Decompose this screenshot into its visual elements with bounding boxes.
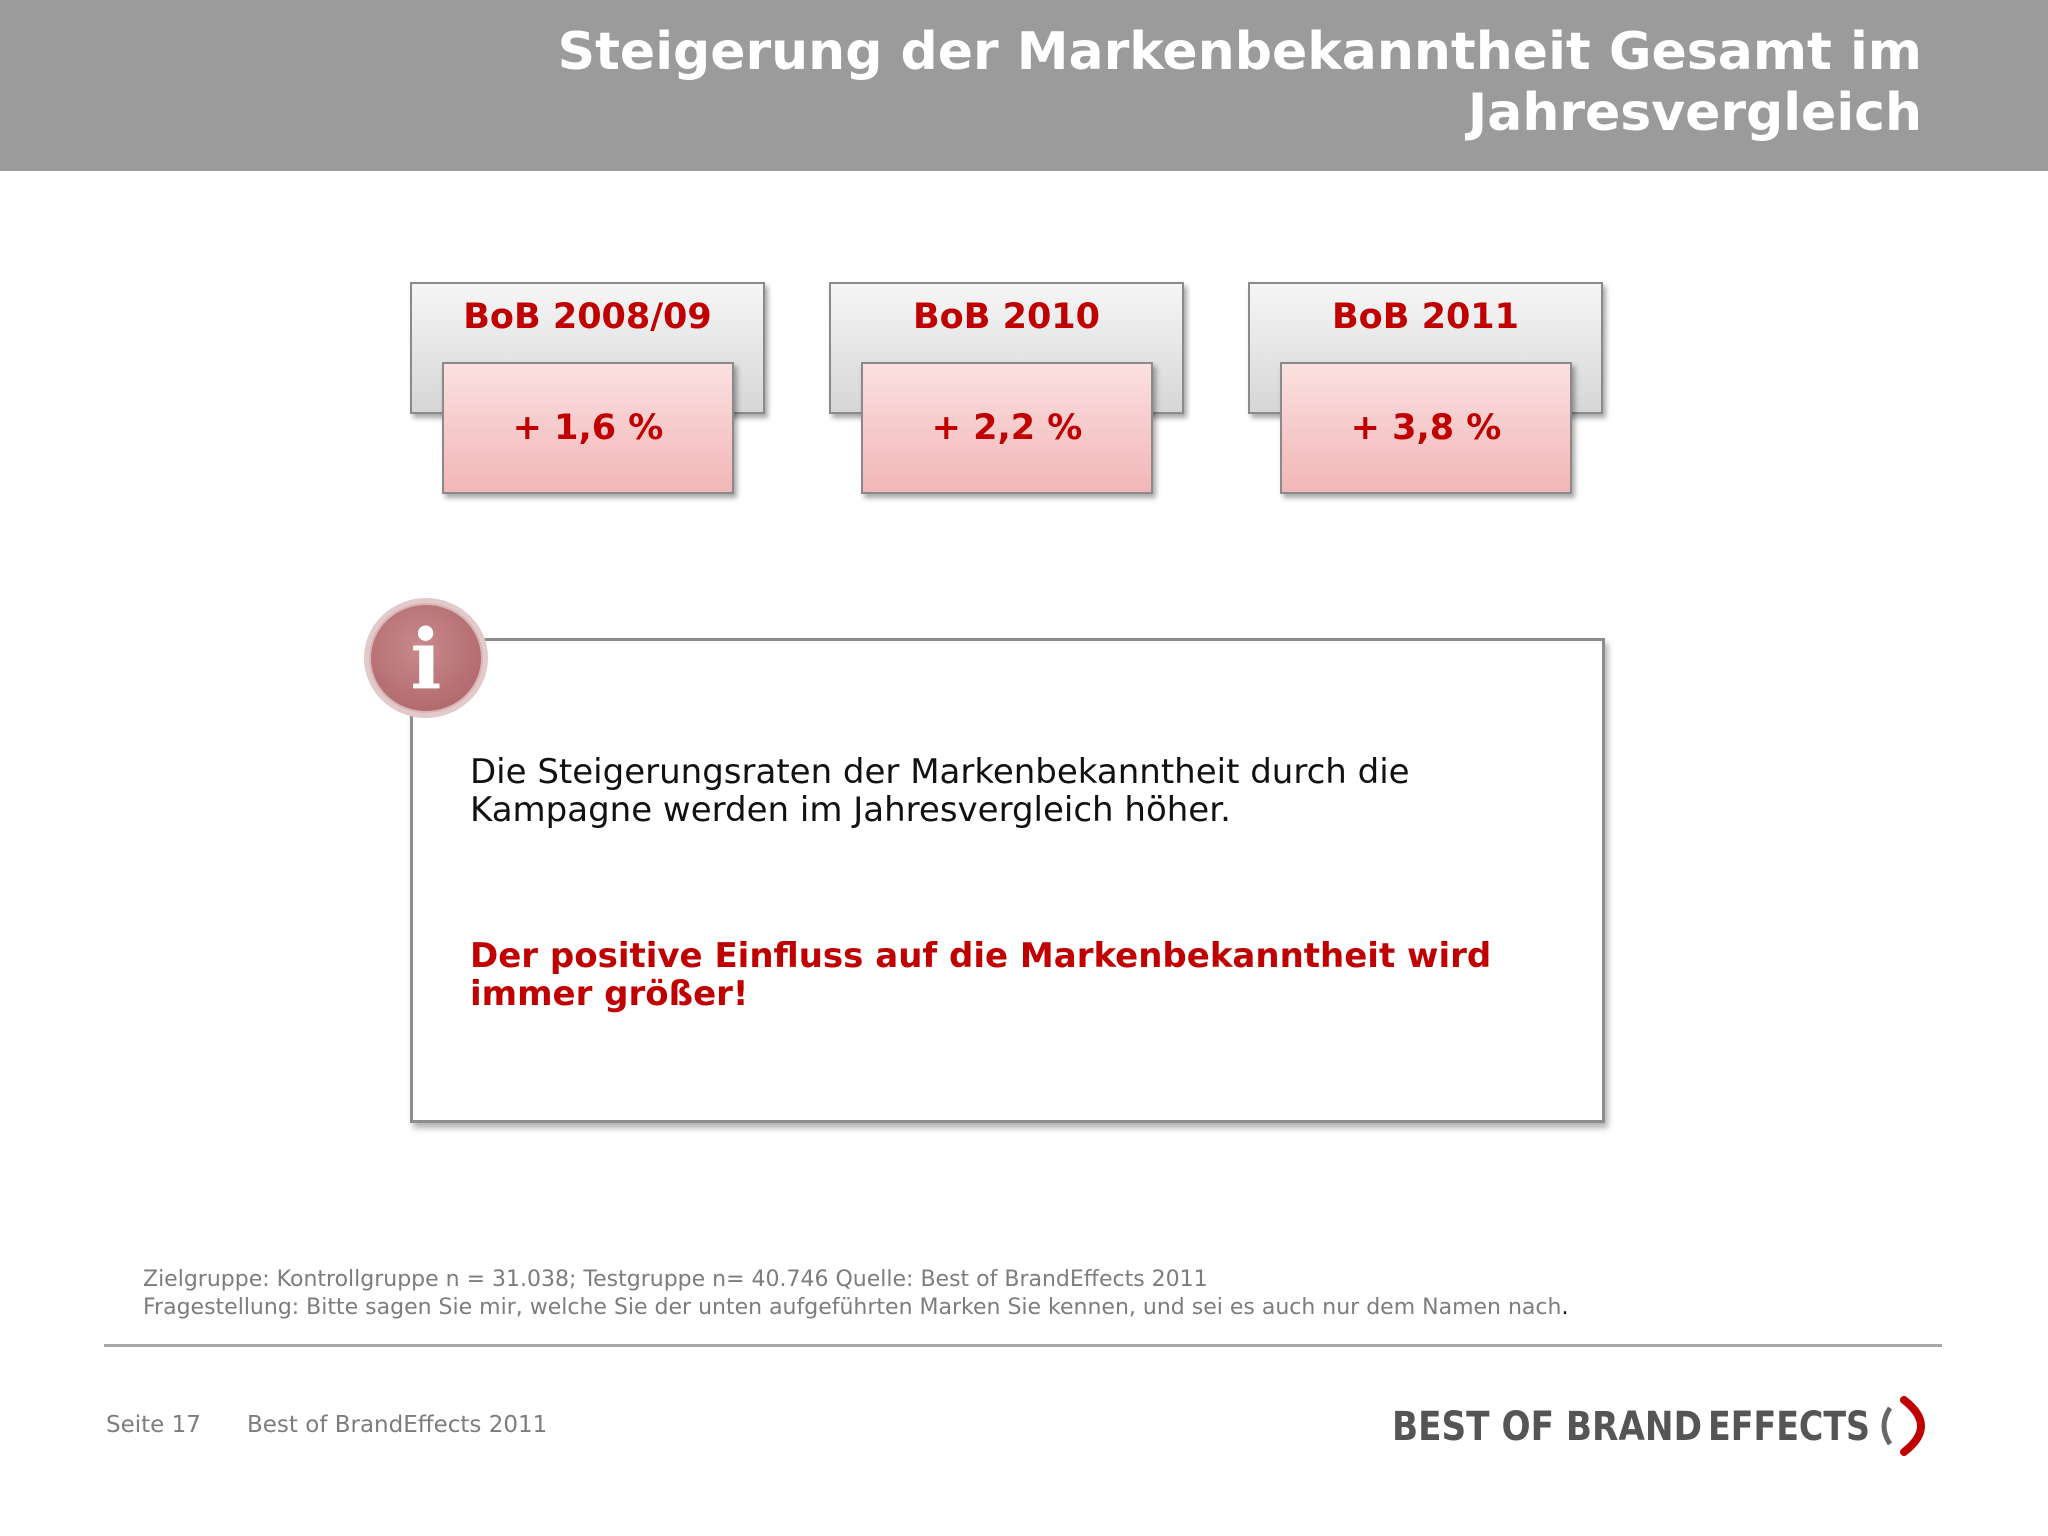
brand-logo: BEST OF BRAND EFFECTS [1392,1396,1925,1456]
result-value-2008-09: + 1,6 % [442,362,734,494]
footnote: Zielgruppe: Kontrollgruppe n = 31.038; T… [143,1266,1943,1322]
info-icon-glyph: i [410,612,441,708]
footnote-line-1: Zielgruppe: Kontrollgruppe n = 31.038; T… [143,1267,1208,1292]
page-title-line-1: Steigerung der Markenbekanntheit Gesamt … [557,22,1922,82]
info-box: Die Steigerungsraten der Markenbekannthe… [410,638,1605,1123]
logo-text-part-2: EFFECTS [1708,1404,1870,1450]
info-text-line-2: Kampagne werden im Jahresvergleich höher… [470,790,1231,830]
logo-left-paren-icon [1881,1406,1893,1446]
info-highlight: Der positive Einfluss auf die Markenbeka… [470,937,1550,1013]
footnote-line-2-text: Fragestellung: Bitte sagen Sie mir, welc… [143,1295,1562,1320]
header-bar: Steigerung der Markenbekanntheit Gesamt … [0,0,2048,171]
logo-right-paren-icon [1900,1396,1925,1456]
footer-brand: Best of BrandEffects 2011 [247,1412,548,1438]
info-text-line-1: Die Steigerungsraten der Markenbekannthe… [470,752,1410,792]
info-highlight-line-2: immer größer! [470,974,749,1014]
page-title-line-2: Jahresvergleich [1467,83,1922,143]
footer-divider [104,1344,1942,1347]
result-label: BoB 2008/09 [463,297,712,337]
page-number: Seite 17 [106,1412,201,1438]
footnote-line-2: Fragestellung: Bitte sagen Sie mir, welc… [143,1294,1943,1322]
info-text: Die Steigerungsraten der Markenbekannthe… [470,753,1550,829]
result-value-2011: + 3,8 % [1280,362,1572,494]
footnote-line-2-end: . [1561,1295,1569,1320]
result-value-2010: + 2,2 % [861,362,1153,494]
info-icon: i [364,598,488,718]
info-highlight-line-1: Der positive Einfluss auf die Markenbeka… [470,936,1492,976]
logo-text-part-1: BEST OF BRAND [1392,1404,1702,1450]
page-title: Steigerung der Markenbekanntheit Gesamt … [422,22,1922,144]
result-label: BoB 2011 [1332,297,1519,337]
result-label: BoB 2010 [913,297,1100,337]
